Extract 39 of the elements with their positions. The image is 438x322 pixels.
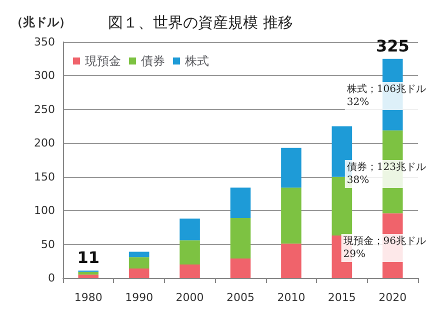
x-tick-label: 2020 [378,291,407,304]
y-axis-title: （兆ドル） [11,15,71,29]
bar [78,272,98,275]
bar [180,218,200,240]
bar [180,240,200,265]
y-tick-label: 250 [34,102,55,116]
x-tick-label: 2005 [226,291,254,304]
bar [128,268,150,278]
x-tick-label: 2010 [277,291,306,304]
y-tick-label: 200 [34,136,55,150]
bar [128,252,150,258]
y-tick-label: 350 [34,36,55,48]
y-tick-label: 50 [41,238,55,251]
x-tick-label: 1990 [125,291,154,304]
annotation: 株式；106兆ドル 32% [346,83,426,108]
total-label: 11 [77,248,100,268]
annotation: 現預金；96兆ドル 29% [343,235,426,260]
annotation: 債券；123兆ドル 38% [346,161,426,186]
legend-label: 債券 [141,54,165,68]
bar [78,274,98,278]
y-tick-label: 300 [34,69,55,82]
x-tick-label: 2015 [328,291,356,304]
bar [230,218,251,258]
bar [281,148,302,188]
x-tick-label: 1980 [74,291,102,304]
y-tick-label: 100 [34,204,55,218]
bar [180,264,200,278]
bar [128,257,150,269]
legend-label: 現預金 [85,54,121,68]
y-tick-label: 0 [48,272,55,284]
total-label: 325 [376,36,410,56]
bar [281,188,302,244]
legend-label: 株式 [184,54,209,68]
bar [281,244,302,278]
x-tick-label: 2000 [176,291,204,304]
chart-title: 図１、世界の資産規模 推移 [108,14,293,32]
bar [230,258,251,278]
bar [230,188,251,218]
y-tick-label: 150 [34,170,55,184]
